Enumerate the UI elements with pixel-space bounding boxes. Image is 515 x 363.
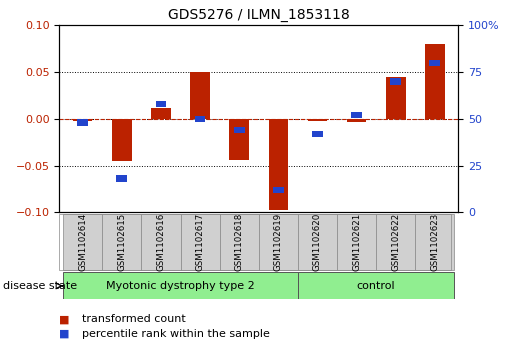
Bar [307,119,327,121]
Bar [337,214,376,270]
Bar [234,127,245,133]
Bar [273,187,284,193]
Text: GSM1102619: GSM1102619 [274,213,283,272]
Bar [347,119,366,122]
Bar [181,214,220,270]
Bar [102,214,142,270]
Bar [156,101,166,107]
Bar [415,214,454,270]
Bar [73,119,93,121]
Bar [425,44,444,119]
Text: disease state: disease state [3,281,77,291]
Text: ■: ■ [59,329,73,339]
Bar [390,78,401,85]
Bar [268,119,288,211]
Text: GSM1102614: GSM1102614 [78,213,87,272]
Bar [191,72,210,119]
Text: transformed count: transformed count [82,314,186,325]
Bar [195,115,205,122]
Bar [230,119,249,160]
Bar [298,272,454,299]
Text: control: control [357,281,396,291]
Text: percentile rank within the sample: percentile rank within the sample [82,329,270,339]
Bar [112,119,132,161]
Text: GSM1102622: GSM1102622 [391,213,400,272]
Bar [63,272,298,299]
Text: GSM1102621: GSM1102621 [352,213,361,272]
Text: GSM1102615: GSM1102615 [117,213,126,272]
Bar [220,214,259,270]
Bar [386,77,405,119]
Text: ■: ■ [59,314,73,325]
Text: Myotonic dystrophy type 2: Myotonic dystrophy type 2 [106,281,255,291]
Bar [77,119,88,126]
Title: GDS5276 / ILMN_1853118: GDS5276 / ILMN_1853118 [168,8,350,22]
Bar [376,214,415,270]
Bar [351,112,362,118]
Bar [63,214,102,270]
Text: GSM1102617: GSM1102617 [196,213,204,272]
Text: GSM1102623: GSM1102623 [431,213,439,272]
Bar [116,175,127,182]
Text: GSM1102618: GSM1102618 [235,213,244,272]
Text: GSM1102616: GSM1102616 [157,213,165,272]
Bar [142,214,181,270]
Bar [298,214,337,270]
Bar [151,108,171,119]
Bar [430,60,440,66]
Bar [312,131,323,137]
Bar [259,214,298,270]
Text: GSM1102620: GSM1102620 [313,213,322,272]
